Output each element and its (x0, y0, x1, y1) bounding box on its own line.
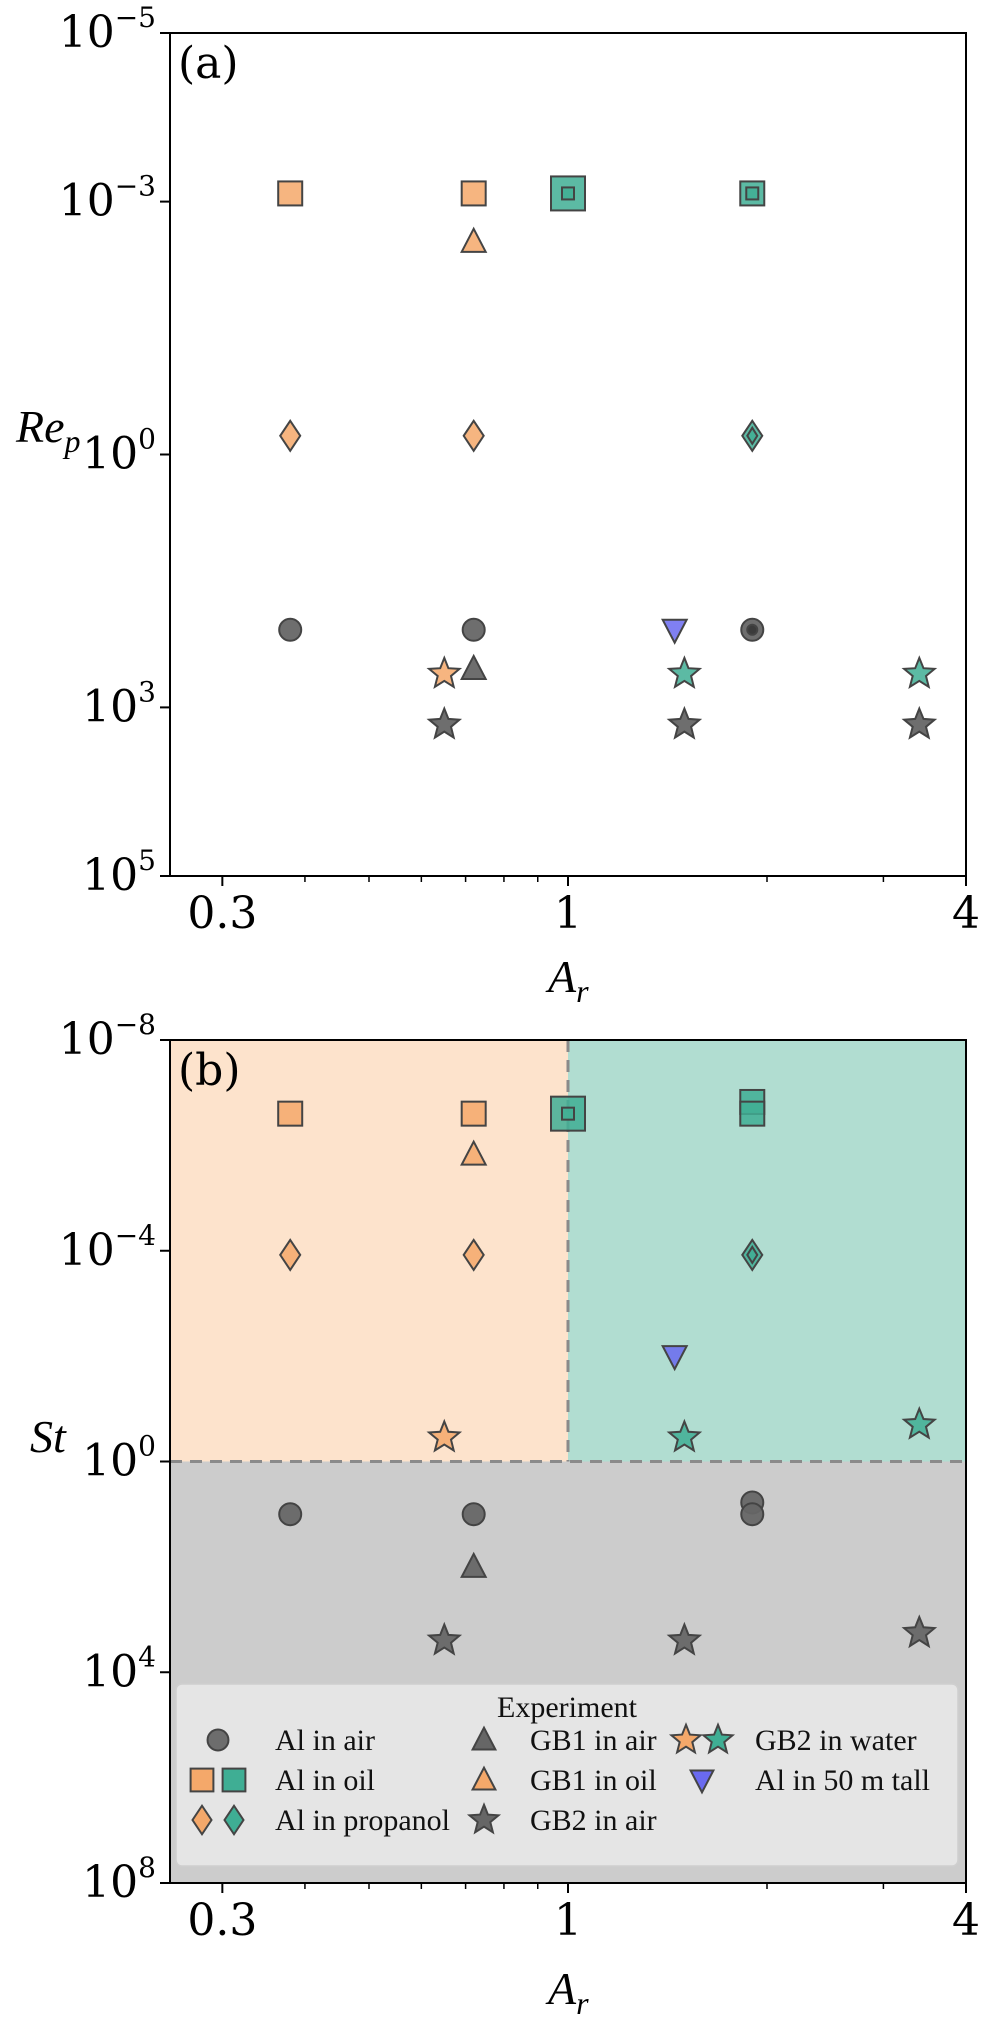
panel-a-xlabel: Ar (545, 951, 589, 1009)
data-point (666, 705, 703, 740)
x-tick-label: 4 (952, 1895, 980, 1946)
data-point (426, 655, 463, 689)
y-tick-label: 104 (82, 1640, 156, 1697)
panel-a-label: (a) (178, 38, 239, 89)
data-point (561, 186, 575, 201)
panel-a-marks (277, 175, 938, 740)
legend-entry-label: GB2 in air (530, 1804, 657, 1837)
data-point (460, 180, 487, 207)
panel-b-xlabel: Ar (545, 1963, 589, 2021)
legend-entry-label: GB1 in air (530, 1724, 657, 1757)
y-tick-label: 10−8 (59, 1008, 156, 1065)
y-tick-label: 100 (82, 1430, 156, 1487)
legend-marker (221, 1767, 247, 1793)
legend-marker (223, 1803, 245, 1837)
data-point (277, 180, 304, 207)
legend-entry-label: Al in oil (275, 1764, 375, 1797)
legend-marker (668, 1722, 704, 1755)
legend-marker (189, 1767, 215, 1793)
data-point (901, 655, 938, 689)
data-point (666, 1621, 703, 1656)
data-point (462, 418, 485, 453)
data-point (460, 653, 488, 680)
panel-a-frame (169, 32, 967, 877)
data-point (561, 1106, 575, 1121)
x-tick-label: 1 (554, 1895, 582, 1946)
legend-marker (466, 1802, 502, 1835)
data-point (426, 1621, 463, 1656)
data-point (661, 618, 689, 645)
region-orange (170, 1040, 568, 1462)
data-point (739, 1100, 766, 1127)
y-tick-label: 100 (82, 423, 156, 480)
y-tick-label: 10−5 (59, 1, 156, 58)
panel-b-ticks: 0.3 1 4 10−8 10−4 100 104 108 (59, 1008, 980, 1946)
legend-entry-label: Al in air (275, 1724, 375, 1757)
legend-marker (191, 1803, 213, 1837)
legend-marker (206, 1728, 230, 1752)
data-point (426, 705, 463, 740)
legend-marker (700, 1722, 736, 1755)
data-point (279, 1238, 302, 1272)
legend-entry-label: Al in 50 m tall (755, 1764, 930, 1797)
data-point (746, 623, 759, 636)
legend-entries: Al in air Al in oil Al in propanol GB1 in a… (189, 1722, 930, 1837)
y-tick-label: 103 (82, 675, 156, 732)
data-point (666, 1418, 703, 1453)
data-point (661, 1345, 689, 1372)
x-tick-label: 0.3 (187, 888, 257, 939)
legend-marker (470, 1725, 498, 1751)
data-point (461, 1502, 486, 1527)
x-tick-label: 4 (952, 888, 980, 939)
panel-b-marks (277, 1088, 938, 1656)
legend-entry-label: GB2 in water (755, 1724, 917, 1757)
panel-a: 0.3 1 4 10−5 10−3 100 103 105 (a) Ar Rep (15, 1, 980, 1009)
data-point (277, 1100, 304, 1127)
data-point (550, 175, 586, 212)
y-tick-label: 10−4 (59, 1219, 156, 1276)
data-point (278, 1502, 303, 1527)
panel-a-ylabel: Rep (15, 401, 81, 459)
legend-marker (688, 1769, 716, 1795)
data-point (746, 425, 759, 446)
data-point (460, 1551, 488, 1578)
legend-title: Experiment (497, 1691, 638, 1724)
data-point (279, 418, 302, 453)
panel-b: Experiment Al in air Al in oil Al in propa… (30, 1008, 980, 2021)
data-point (278, 617, 303, 642)
legend-entry-label: GB1 in oil (530, 1764, 657, 1797)
data-point (901, 1614, 938, 1649)
legend-box (175, 1683, 959, 1867)
data-point (460, 1100, 487, 1127)
x-tick-label: 0.3 (187, 1895, 257, 1946)
data-point (901, 1406, 938, 1440)
data-point (740, 1502, 765, 1527)
data-point (460, 1139, 488, 1166)
y-tick-label: 108 (82, 1851, 156, 1908)
y-tick-label: 105 (82, 844, 156, 901)
panel-b-ylabel: St (30, 1411, 67, 1462)
data-point (462, 1238, 485, 1272)
x-tick-label: 1 (554, 888, 582, 939)
y-tick-label: 10−3 (59, 170, 156, 227)
legend-entry-label: Al in propanol (275, 1804, 450, 1837)
data-point (426, 1418, 463, 1453)
legend-marker (470, 1765, 498, 1791)
data-point (461, 617, 486, 642)
data-point (746, 1245, 759, 1265)
data-point (901, 705, 938, 740)
panel-b-label: (b) (178, 1045, 241, 1096)
panel-a-ticks: 0.3 1 4 10−5 10−3 100 103 105 (59, 1, 980, 939)
data-point (460, 226, 488, 253)
region-teal (568, 1040, 966, 1462)
data-point (666, 655, 703, 689)
legend: Experiment Al in air Al in oil Al in propa… (175, 1683, 959, 1867)
data-point (745, 186, 760, 201)
